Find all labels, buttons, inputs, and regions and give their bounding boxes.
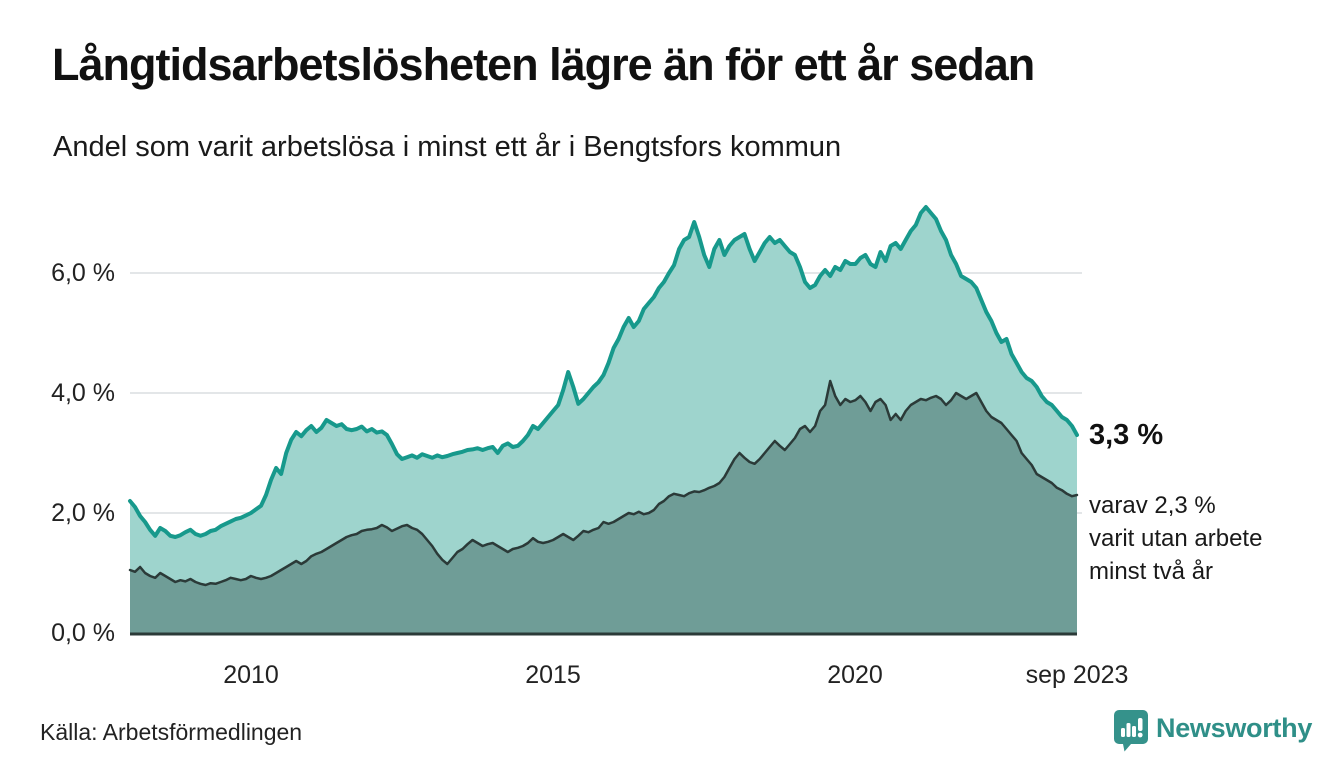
source-caption: Källa: Arbetsförmedlingen: [40, 719, 303, 745]
page-title: Långtidsarbetslösheten lägre än för ett …: [52, 39, 1035, 90]
y-axis-tick-6: 6,0 %: [51, 259, 115, 287]
x-axis-tick-sep-2023: sep 2023: [1025, 661, 1129, 689]
x-axis-tick-2010: 2010: [223, 661, 279, 689]
y-axis-tick-0: 0,0 %: [51, 619, 115, 647]
x-axis-tick-2020: 2020: [827, 661, 883, 689]
brand-logo: Newsworthy: [1114, 708, 1326, 754]
page-subtitle: Andel som varit arbetslösa i minst ett å…: [53, 131, 842, 163]
x-axis-tick-2015: 2015: [525, 661, 581, 689]
subseries-annotation: varav 2,3 % varit utan arbete minst två …: [1089, 489, 1334, 588]
subseries-annotation-line3: minst två år: [1089, 558, 1214, 585]
subseries-annotation-line2: varit utan arbete: [1089, 525, 1263, 552]
brand-name: Newsworthy: [1156, 713, 1313, 743]
end-value-annotation: 3,3 %: [1089, 419, 1164, 451]
y-axis-tick-2: 2,0 %: [51, 499, 115, 527]
newsworthy-icon: [1114, 710, 1148, 752]
subseries-annotation-line1: varav 2,3 %: [1089, 492, 1216, 519]
y-axis-tick-4: 4,0 %: [51, 379, 115, 407]
